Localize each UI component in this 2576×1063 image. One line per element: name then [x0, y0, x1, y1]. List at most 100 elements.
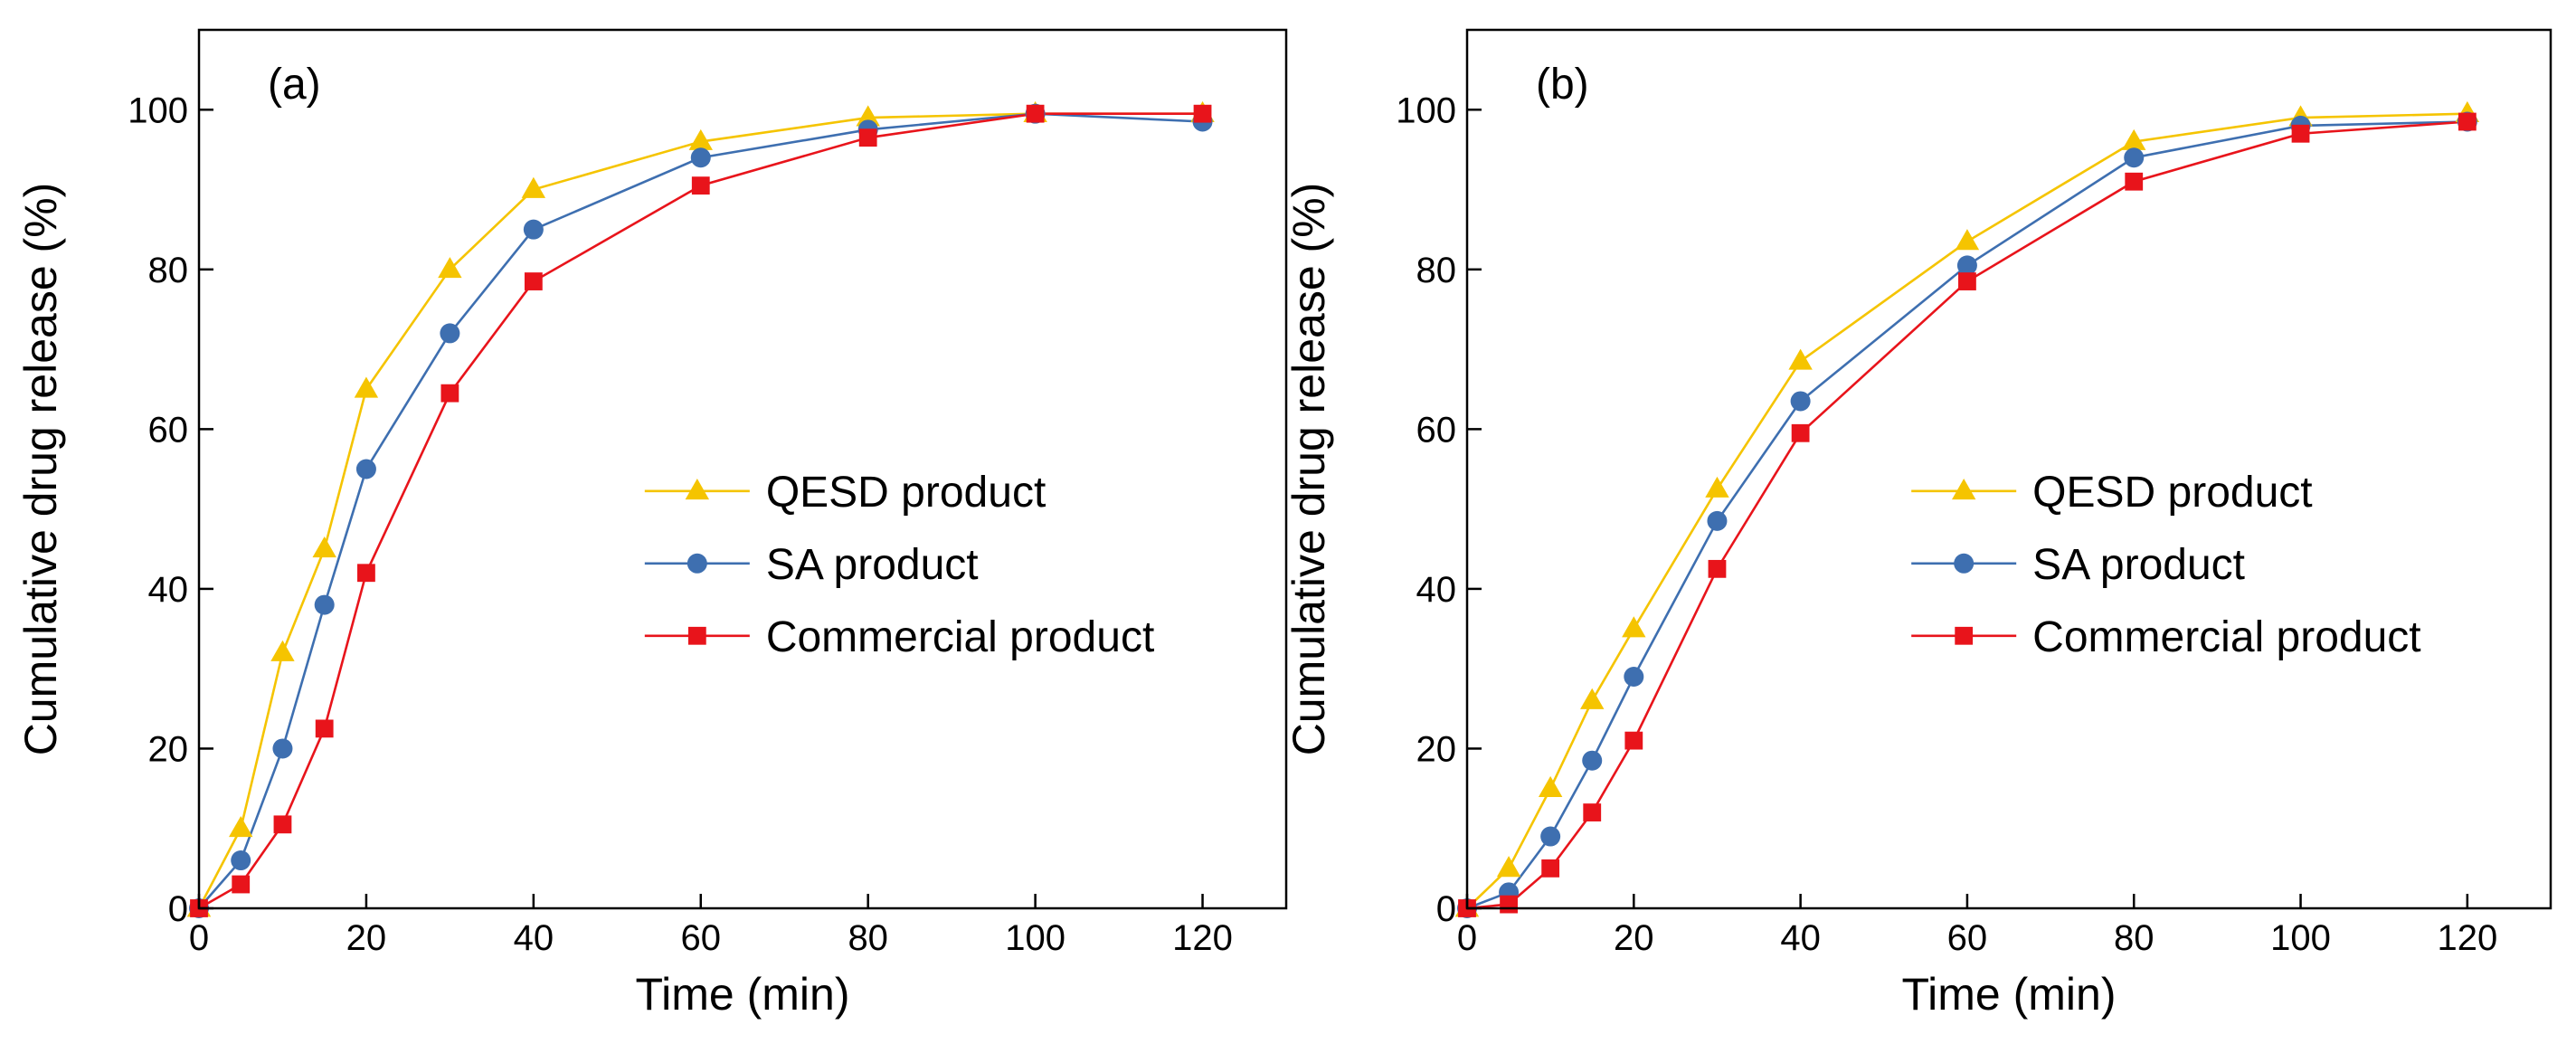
y-tick-label: 60	[1416, 410, 1457, 450]
y-tick-label: 40	[1416, 570, 1457, 610]
marker-square	[1624, 731, 1643, 750]
legend: QESD product SA product Commercial product	[1911, 469, 2421, 661]
y-tick-label: 60	[148, 410, 189, 450]
series-line	[198, 112, 1203, 910]
x-tick-label: 120	[2437, 918, 2497, 958]
marker-square	[1791, 423, 1810, 442]
marker-triangle	[1496, 856, 1521, 878]
marker-square	[2291, 124, 2310, 143]
y-tick-label: 80	[1416, 251, 1457, 290]
marker-circle	[2124, 147, 2145, 168]
x-tick-label: 40	[514, 918, 554, 958]
y-tick-label: 80	[148, 251, 189, 290]
marker-triangle	[1705, 476, 1729, 498]
x-tick-label: 120	[1172, 918, 1233, 958]
y-tick-label: 100	[1396, 90, 1456, 130]
legend-text: QESD product	[766, 469, 1046, 517]
marker-circle	[355, 459, 376, 479]
y-axis-label: Cumulative drug release (%)	[1283, 183, 1334, 756]
marker-square	[691, 176, 710, 195]
marker-triangle	[1951, 479, 1976, 500]
marker-triangle	[1955, 229, 1980, 251]
y-tick-label: 40	[148, 570, 189, 610]
marker-circle	[1624, 667, 1644, 688]
marker-triangle	[688, 128, 713, 150]
marker-triangle	[521, 176, 546, 198]
y-tick-label: 100	[128, 90, 188, 130]
marker-square	[440, 384, 459, 403]
marker-triangle	[1538, 775, 1563, 797]
y-tick-label: 20	[1416, 729, 1457, 769]
marker-circle	[1954, 553, 1975, 574]
x-tick-label: 100	[1005, 918, 1065, 958]
marker-circle	[231, 850, 251, 871]
marker-circle	[1707, 510, 1728, 531]
marker-square	[1026, 104, 1045, 123]
x-tick-label: 40	[1780, 918, 1821, 958]
marker-triangle	[2122, 128, 2146, 150]
x-tick-label: 20	[1614, 918, 1654, 958]
legend-text: Commercial product	[2032, 613, 2420, 661]
y-tick-label: 0	[168, 889, 188, 929]
marker-square	[1193, 104, 1212, 123]
legend-text: Commercial product	[766, 613, 1154, 661]
marker-square	[1500, 895, 1518, 914]
x-tick-label: 0	[1457, 918, 1477, 958]
y-tick-label: 0	[1436, 889, 1456, 929]
marker-circle	[440, 323, 460, 344]
marker-square	[1541, 859, 1560, 878]
marker-circle	[272, 738, 293, 759]
marker-circle	[1790, 391, 1811, 412]
marker-triangle	[685, 479, 710, 500]
marker-square	[687, 626, 706, 645]
series-line	[198, 112, 1203, 909]
legend-text: SA product	[766, 541, 979, 589]
plot-frame	[197, 28, 1288, 910]
x-tick-label: 60	[681, 918, 722, 958]
x-axis-label: Time (min)	[635, 969, 849, 1020]
marker-square	[524, 272, 543, 290]
x-tick-label: 80	[2114, 918, 2155, 958]
legend-text: SA product	[2032, 541, 2245, 589]
plot-frame	[1465, 28, 2552, 910]
x-tick-label: 0	[189, 918, 209, 958]
marker-square	[858, 128, 877, 147]
marker-square	[315, 719, 334, 738]
marker-triangle	[270, 640, 295, 661]
series-line	[197, 112, 1203, 909]
marker-triangle	[312, 536, 336, 558]
marker-circle	[1540, 826, 1561, 847]
marker-square	[273, 815, 292, 834]
legend-text: QESD product	[2032, 469, 2312, 517]
marker-circle	[1582, 750, 1603, 771]
x-tick-label: 20	[346, 918, 387, 958]
marker-circle	[314, 594, 335, 615]
marker-triangle	[1580, 688, 1605, 709]
panel-label: (b)	[1536, 61, 1589, 109]
x-tick-label: 60	[1947, 918, 1988, 958]
marker-circle	[690, 147, 711, 168]
marker-square	[357, 564, 375, 583]
marker-square	[1708, 559, 1727, 578]
marker-square	[2458, 112, 2477, 131]
marker-triangle	[354, 376, 379, 398]
marker-circle	[1956, 255, 1977, 276]
y-axis-label: Cumulative drug release (%)	[15, 183, 66, 756]
marker-square	[1958, 272, 1976, 290]
panel-label: (a)	[268, 61, 321, 109]
marker-triangle	[1788, 348, 1813, 370]
legend: QESD product SA product Commercial product	[644, 469, 1154, 661]
x-axis-label: Time (min)	[1901, 969, 2116, 1020]
marker-triangle	[438, 257, 462, 279]
chart-panel: 0 20 40 60 80 100 120 0 20 40 60 80 100 Time (min) Cum…	[1283, 28, 2552, 1020]
marker-triangle	[856, 105, 880, 127]
x-tick-label: 80	[848, 918, 888, 958]
marker-square	[1583, 803, 1602, 821]
marker-circle	[687, 553, 707, 574]
marker-triangle	[229, 815, 253, 838]
marker-square	[2125, 172, 2144, 191]
marker-square	[1955, 626, 1974, 645]
marker-circle	[523, 219, 544, 240]
chart-panel: 0 20 40 60 80 100 120 0 20 40 60 80 100 Time (min) Cum…	[15, 28, 1288, 1020]
